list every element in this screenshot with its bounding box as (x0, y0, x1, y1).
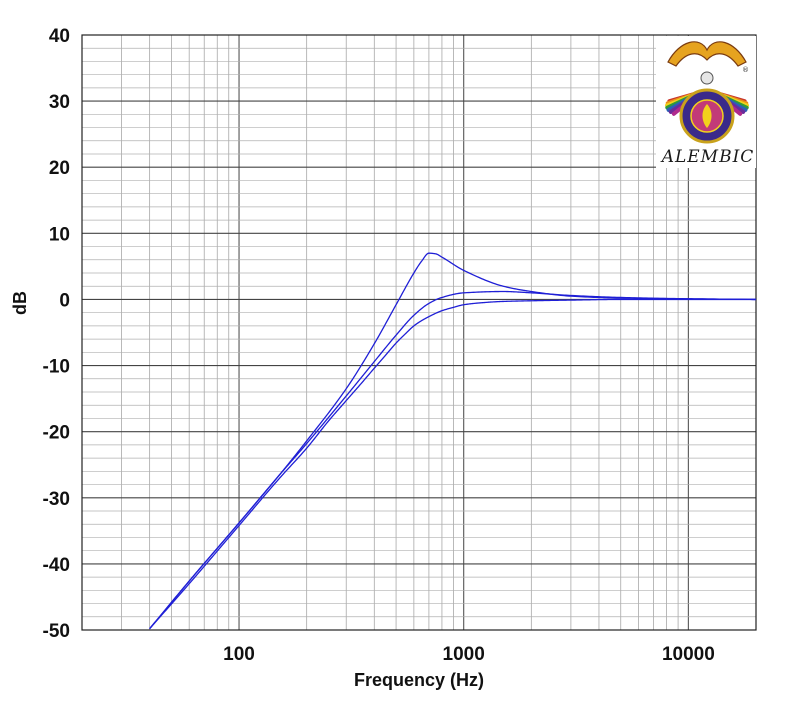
y-tick-label: -30 (43, 489, 70, 510)
y-tick-label: 40 (49, 26, 70, 47)
logo-head (700, 71, 714, 85)
grid (81, 34, 757, 631)
x-tick-label: 10000 (662, 644, 715, 665)
y-tick-label: 20 (49, 158, 70, 179)
y-axis-title: dB (10, 291, 30, 315)
y-tick-label: -50 (43, 621, 70, 642)
x-tick-label: 100 (223, 644, 255, 665)
x-axis-title: Frequency (Hz) (354, 670, 484, 690)
y-tick-label: -10 (43, 357, 70, 378)
x-tick-labels: 100 1000 10000 (223, 644, 715, 665)
logo-wordmark: ALEMBIC (660, 147, 755, 167)
y-tick-label: 0 (59, 290, 70, 311)
y-tick-label: 30 (49, 92, 70, 113)
y-tick-label: -20 (43, 423, 70, 444)
alembic-logo: ® ALEMBIC (656, 36, 756, 168)
plot-background (82, 35, 756, 630)
logo-flame (702, 104, 712, 128)
series-layer (149, 252, 757, 630)
logo-wings (667, 41, 747, 67)
logo-registered-mark: ® (742, 66, 749, 74)
x-tick-label: 1000 (443, 644, 485, 665)
plot-frame (81, 34, 757, 631)
y-tick-labels: 40 30 20 10 0 -10 -20 -30 -40 -50 (43, 26, 70, 642)
y-tick-label: 10 (49, 224, 70, 245)
series-line-3 (149, 298, 756, 630)
y-tick-label: -40 (43, 555, 70, 576)
series-line-2 (149, 252, 757, 630)
